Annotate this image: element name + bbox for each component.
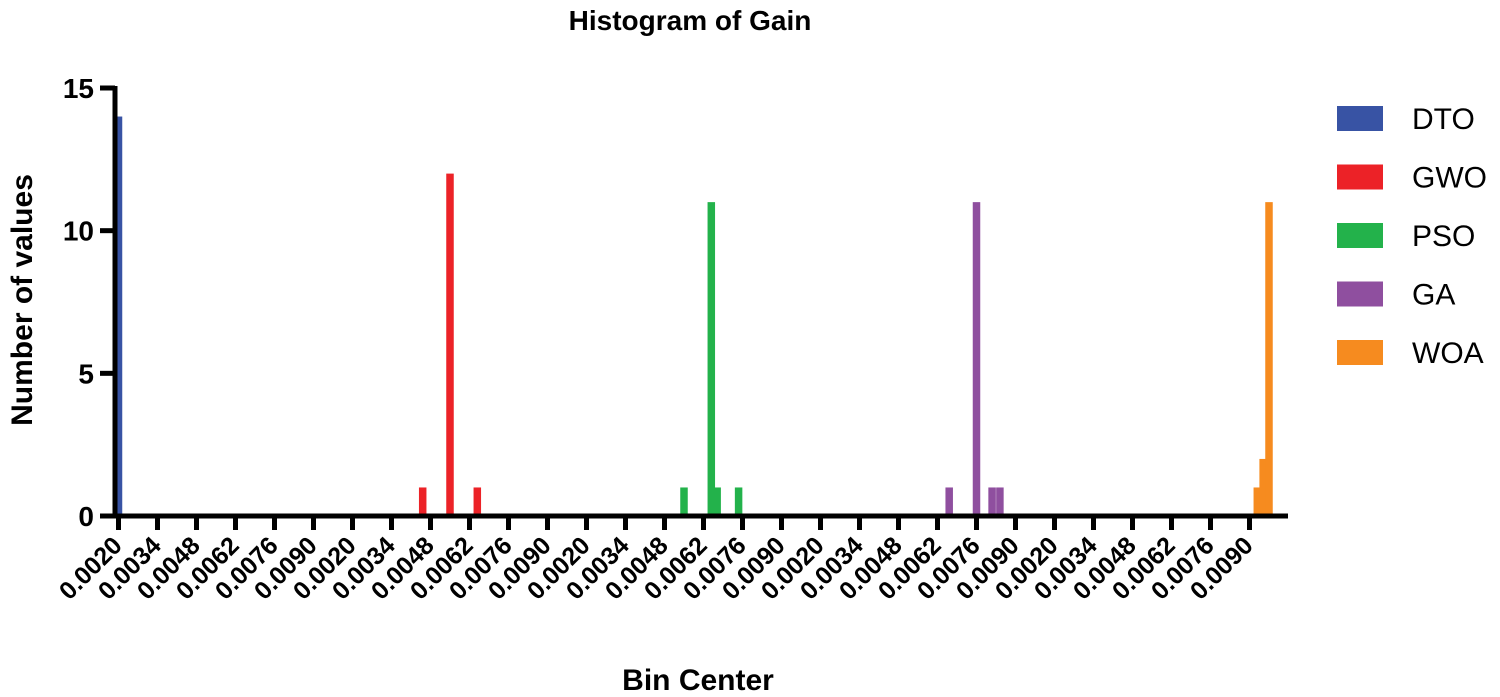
legend-label-dto: DTO (1412, 103, 1475, 136)
y-tick-label: 0 (78, 501, 94, 532)
legend-label-woa: WOA (1412, 337, 1484, 370)
bar-woa (1265, 202, 1273, 516)
bar-pso (707, 202, 716, 516)
legend-label-gwo: GWO (1412, 162, 1487, 195)
legend-swatch-gwo (1337, 164, 1383, 190)
x-ticks-group: 0.00200.00340.00480.00620.00760.00900.00… (54, 516, 1259, 605)
bar-gwo (446, 173, 454, 516)
bar-ga (945, 487, 953, 516)
legend-swatch-pso (1337, 223, 1383, 248)
bar-gwo (418, 487, 427, 516)
y-tick-label: 15 (63, 73, 94, 104)
y-tick-label: 5 (78, 358, 94, 389)
legend-label-ga: GA (1412, 279, 1455, 312)
bar-ga (996, 487, 1004, 516)
bar-woa (1253, 487, 1262, 516)
legend-swatch-woa (1337, 340, 1383, 365)
chart-title: Histogram of Gain (569, 5, 812, 36)
bar-woa (1259, 458, 1267, 516)
axes-group (112, 86, 1288, 519)
bar-ga (988, 487, 996, 516)
bar-dto (114, 116, 123, 517)
bar-pso (680, 487, 688, 516)
legend: DTO GWO PSO GA WOA (1337, 103, 1487, 370)
y-axis-label: Number of values (6, 174, 39, 426)
legend-swatch-dto (1337, 106, 1383, 131)
y-ticks-group: 0 5 10 15 (63, 73, 115, 532)
legend-label-pso: PSO (1412, 220, 1475, 253)
x-axis-label: Bin Center (622, 664, 774, 697)
legend-swatch-ga (1337, 281, 1383, 307)
bar-ga (972, 202, 981, 516)
bar-pso (713, 487, 721, 516)
bar-gwo (473, 487, 482, 516)
y-tick-label: 10 (63, 216, 94, 247)
bars-group (114, 116, 1273, 517)
bar-pso (734, 487, 743, 516)
